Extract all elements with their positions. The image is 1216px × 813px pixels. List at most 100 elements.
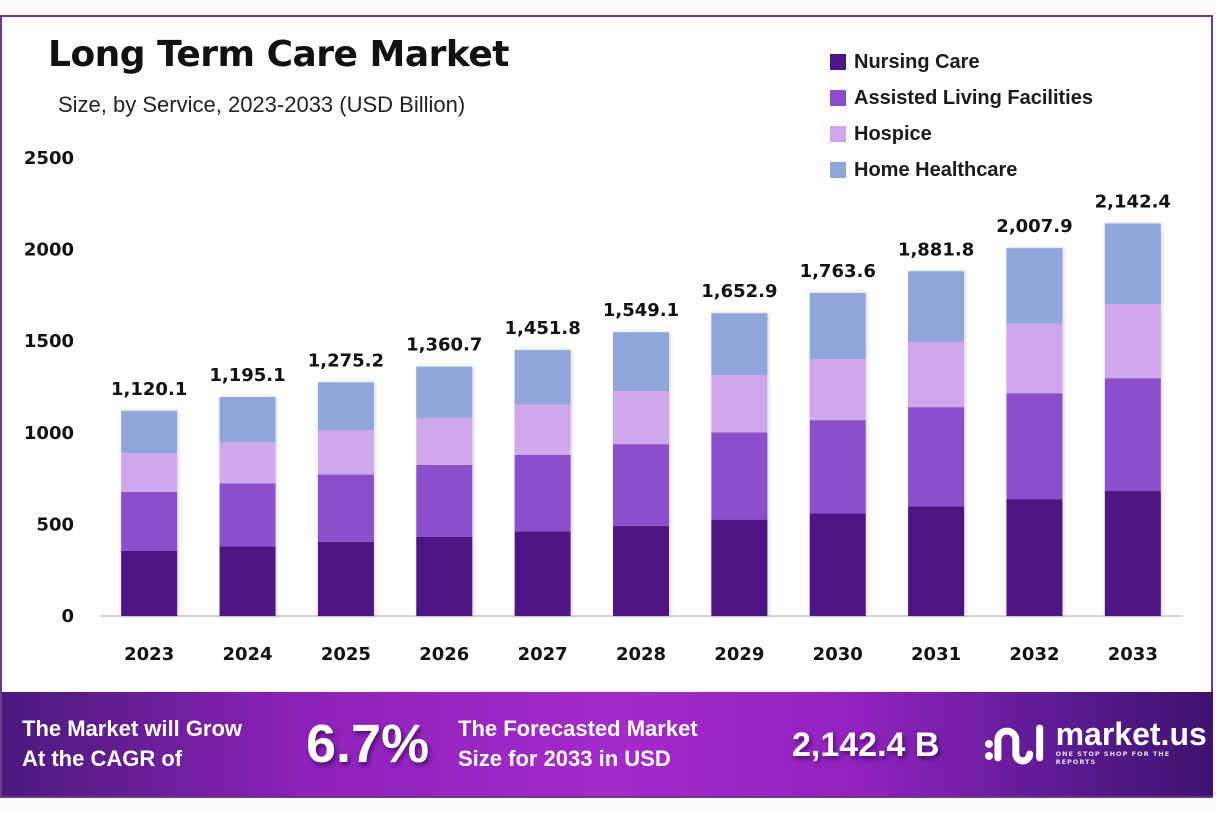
bar-stack-2024 (219, 397, 276, 616)
legend-item-assisted-living: Assisted Living Facilities (830, 80, 1093, 116)
y-tick-label: 1000 (24, 423, 74, 444)
bar-segment-hospice (317, 430, 374, 475)
y-tick-label: 0 (61, 606, 74, 627)
cagr-value: 6.7% (306, 714, 430, 774)
bar-segment-hospice (121, 452, 178, 492)
total-data-label: 1,652.9 (701, 281, 777, 302)
market-us-logo-icon (984, 724, 1044, 765)
x-tick-label: 2027 (518, 644, 568, 665)
x-tick-label: 2029 (714, 644, 764, 665)
x-tick-label: 2033 (1108, 644, 1158, 665)
logo-name: market.us (1055, 716, 1207, 752)
x-axis: 2023 2024 2025 2026 2027 2028 2029 2030 2031 2032… (124, 644, 1158, 665)
total-data-label: 1,120.1 (111, 379, 187, 400)
bar-segment-nursing-care (711, 519, 768, 616)
bar-segment-hospice (613, 391, 669, 445)
bar-segment-assisted-living-facilities (514, 454, 571, 532)
bar-segment-hospice (711, 375, 768, 433)
bar-segment-hospice (514, 404, 571, 455)
bar-stack-2026 (416, 366, 473, 616)
chart-title: Long Term Care Market (48, 34, 509, 75)
y-tick-label: 1500 (24, 331, 74, 352)
bar-segment-nursing-care (809, 513, 866, 616)
forecast-caption-line1: The Forecasted Market (458, 716, 698, 741)
legend-item-home-healthcare: Home Healthcare (830, 152, 1093, 188)
bar-segment-hospice (908, 341, 965, 408)
bar-segment-nursing-care (416, 536, 473, 616)
bar-segment-nursing-care (613, 526, 669, 616)
x-tick-label: 2024 (222, 644, 272, 665)
market-us-logo[interactable]: market.us ONE STOP SHOP FOR THE REPORTS (984, 718, 1213, 766)
bar-segment-home-healthcare (514, 350, 571, 405)
legend-label: Nursing Care (854, 50, 980, 73)
bar-segment-nursing-care (514, 531, 571, 616)
bar-segment-nursing-care (1104, 491, 1161, 616)
legend-label: Hospice (854, 122, 932, 145)
bars (121, 223, 1161, 616)
bar-segment-assisted-living-facilities (908, 407, 965, 507)
bar-segment-home-healthcare (219, 397, 276, 442)
bar-segment-home-healthcare (1104, 223, 1161, 305)
bar-stack-2023 (121, 410, 178, 616)
legend-swatch-hospice (830, 126, 846, 142)
bar-segment-home-healthcare (908, 271, 965, 342)
legend-swatch-assisted-living (830, 90, 846, 106)
x-tick-label: 2028 (616, 644, 666, 665)
bar-segment-assisted-living-facilities (613, 444, 669, 527)
legend-label: Assisted Living Facilities (854, 86, 1093, 109)
legend-swatch-nursing-care (830, 54, 846, 70)
chart-subtitle: Size, by Service, 2023-2033 (USD Billion… (58, 92, 466, 117)
bar-segment-hospice (1104, 304, 1161, 379)
total-data-label: 1,881.8 (898, 239, 974, 260)
total-data-label: 2,007.9 (996, 216, 1072, 237)
bar-stack-2030 (809, 292, 866, 616)
bar-segment-home-healthcare (121, 410, 178, 453)
bar-segment-nursing-care (317, 541, 374, 616)
x-tick-label: 2030 (813, 644, 863, 665)
total-data-label: 1,360.7 (406, 335, 482, 356)
bar-segment-nursing-care (219, 546, 276, 616)
bar-stack-2033 (1104, 223, 1161, 616)
bar-segment-home-healthcare (1006, 248, 1063, 324)
bar-segment-nursing-care (121, 550, 178, 616)
bar-segment-assisted-living-facilities (809, 420, 866, 514)
total-data-label: 2,142.4 (1095, 192, 1171, 213)
bar-segment-home-healthcare (613, 332, 669, 392)
total-data-label: 1,451.8 (504, 318, 580, 339)
bar-segment-hospice (219, 441, 276, 484)
legend-label: Home Healthcare (854, 158, 1018, 181)
y-axis: 0 500 1000 1500 2000 2500 (24, 148, 74, 627)
legend-swatch-home-healthcare (830, 162, 846, 178)
bar-segment-assisted-living-facilities (711, 432, 768, 520)
total-data-label: 1,549.1 (603, 300, 679, 321)
bar-segment-home-healthcare (317, 382, 374, 431)
total-data-label: 1,275.2 (308, 350, 384, 371)
forecast-caption-line2: Size for 2033 in USD (458, 746, 671, 771)
y-tick-label: 2500 (24, 148, 74, 169)
cagr-caption-line2: At the CAGR of (22, 746, 183, 771)
bar-segment-assisted-living-facilities (1104, 378, 1161, 492)
bar-segment-assisted-living-facilities (121, 491, 178, 551)
bar-stack-2032 (1006, 248, 1063, 616)
x-tick-label: 2025 (321, 644, 371, 665)
legend-item-nursing-care: Nursing Care (830, 44, 1093, 80)
total-data-label: 1,763.6 (800, 261, 876, 282)
bar-segment-assisted-living-facilities (1006, 393, 1063, 500)
cagr-caption-line1: The Market will Grow (22, 716, 243, 741)
bar-stack-2025 (317, 382, 374, 616)
bar-segment-assisted-living-facilities (219, 483, 276, 547)
bar-segment-assisted-living-facilities (416, 464, 473, 537)
x-tick-label: 2026 (419, 644, 469, 665)
bar-segment-hospice (416, 417, 473, 465)
bar-segment-home-healthcare (809, 292, 866, 360)
y-tick-label: 500 (36, 514, 74, 535)
bar-segment-hospice (809, 359, 866, 421)
bar-segment-home-healthcare (416, 366, 473, 418)
bar-segment-home-healthcare (711, 313, 768, 376)
x-tick-label: 2023 (124, 644, 174, 665)
bar-stack-2029 (711, 313, 768, 616)
bar-stack-2031 (908, 271, 965, 616)
x-tick-label: 2031 (911, 644, 961, 665)
logo-tagline: ONE STOP SHOP FOR THE REPORTS (1055, 750, 1171, 766)
